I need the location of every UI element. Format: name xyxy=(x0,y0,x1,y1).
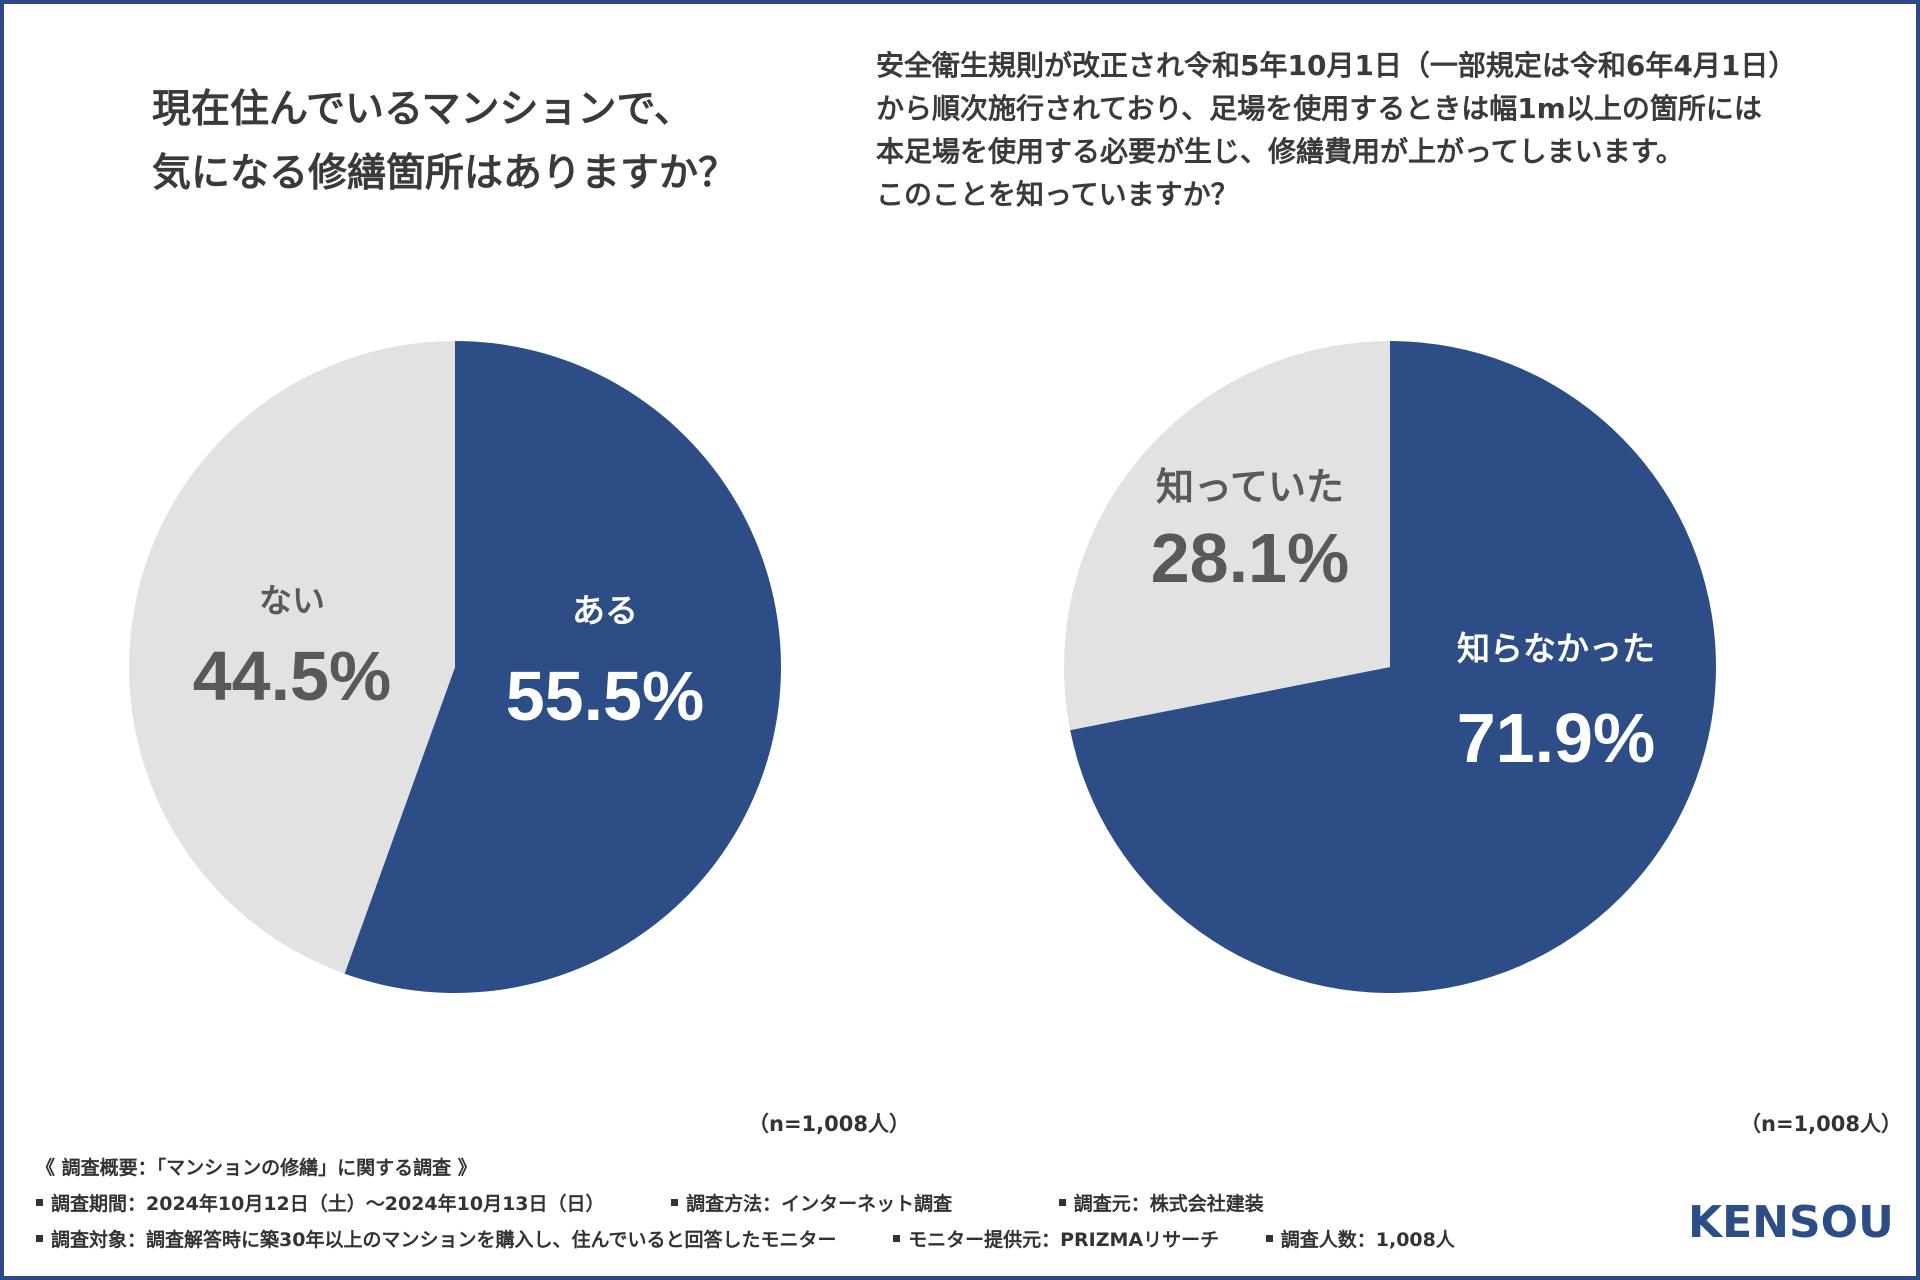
pie2-slice-2 xyxy=(1064,341,1390,731)
pie1-slice-1-label: ある xyxy=(572,591,638,630)
question-left-line2: 気になる修繕箇所はありますか？ xyxy=(152,151,738,196)
survey-summary: 《 調査概要：「マンションの修繕」に関する調査 》 調査期間：2024年10月1… xyxy=(36,1150,1716,1258)
pie1-slice-1 xyxy=(344,341,782,994)
pie1-slice-1-value: 55.5% xyxy=(506,657,704,735)
question-right-line3: 本足場を使用する必要が生じ、修繕費用が上がってしまいます。 xyxy=(876,135,1684,168)
pie1-slice-2 xyxy=(129,341,455,974)
question-left: 現在住んでいるマンションで、 気になる修繕箇所はありますか？ xyxy=(152,78,792,206)
bullet-icon xyxy=(671,1199,679,1206)
kensou-logo: KENSOU xyxy=(1688,1197,1894,1248)
survey-count-item: 調査人数：1,008人 xyxy=(1265,1222,1455,1258)
pie2-slice-1-label: 知らなかった xyxy=(1457,629,1655,668)
survey-target: 調査対象：調査解答時に築30年以上のマンションを購入し、住んでいると回答したモニ… xyxy=(51,1229,837,1251)
pie2-slice-1-value: 71.9% xyxy=(1457,699,1655,777)
survey-method: 調査方法：インターネット調査 xyxy=(686,1193,953,1215)
pie2-slice-2-label: 知っていた xyxy=(1156,465,1344,509)
n-note-left: （n=1,008人） xyxy=(748,1112,910,1136)
pie1-slice-2-value: 44.5% xyxy=(193,637,391,715)
survey-source-item: 調査元：株式会社建装 xyxy=(1058,1186,1264,1222)
question-right-line4: このことを知っていますか？ xyxy=(876,178,1239,211)
bullet-icon xyxy=(1058,1199,1066,1206)
survey-heading: 《 調査概要：「マンションの修繕」に関する調査 》 xyxy=(36,1157,477,1179)
logo-text: KENSOU xyxy=(1688,1197,1894,1248)
survey-period-item: 調査期間：2024年10月12日（土）～2024年10月13日（日） xyxy=(36,1186,605,1222)
bullet-icon xyxy=(36,1235,43,1242)
survey-target-item: 調査対象：調査解答時に築30年以上のマンションを購入し、住んでいると回答したモニ… xyxy=(36,1222,837,1258)
n-note-right: （n=1,008人） xyxy=(1740,1112,1902,1136)
question-right: 安全衛生規則が改正され令和5年10月1日（一部規定は令和6年4月1日） から順次… xyxy=(876,44,1906,216)
bullet-icon xyxy=(1265,1235,1273,1242)
survey-source: 調査元：株式会社建装 xyxy=(1073,1193,1264,1215)
pie2-slice-1 xyxy=(1070,341,1716,993)
pie2-slice-2-value: 28.1% xyxy=(1151,519,1349,597)
survey-method-item: 調査方法：インターネット調査 xyxy=(671,1186,952,1222)
question-left-line1: 現在住んでいるマンションで、 xyxy=(152,87,693,132)
question-right-line2: から順次施行されており、足場を使用するときは幅1m以上の箇所には xyxy=(876,92,1762,125)
bullet-icon xyxy=(36,1199,43,1206)
survey-provider: モニター提供元：PRIZMAリサーチ xyxy=(908,1229,1220,1251)
survey-provider-item: モニター提供元：PRIZMAリサーチ xyxy=(893,1222,1219,1258)
question-right-line1: 安全衛生規則が改正され令和5年10月1日（一部規定は令和6年4月1日） xyxy=(876,49,1797,82)
bullet-icon xyxy=(893,1235,901,1242)
survey-count: 調査人数：1,008人 xyxy=(1280,1229,1455,1251)
survey-period: 調査期間：2024年10月12日（土）～2024年10月13日（日） xyxy=(51,1193,605,1215)
pie1-slice-2-label: ない xyxy=(259,581,325,620)
